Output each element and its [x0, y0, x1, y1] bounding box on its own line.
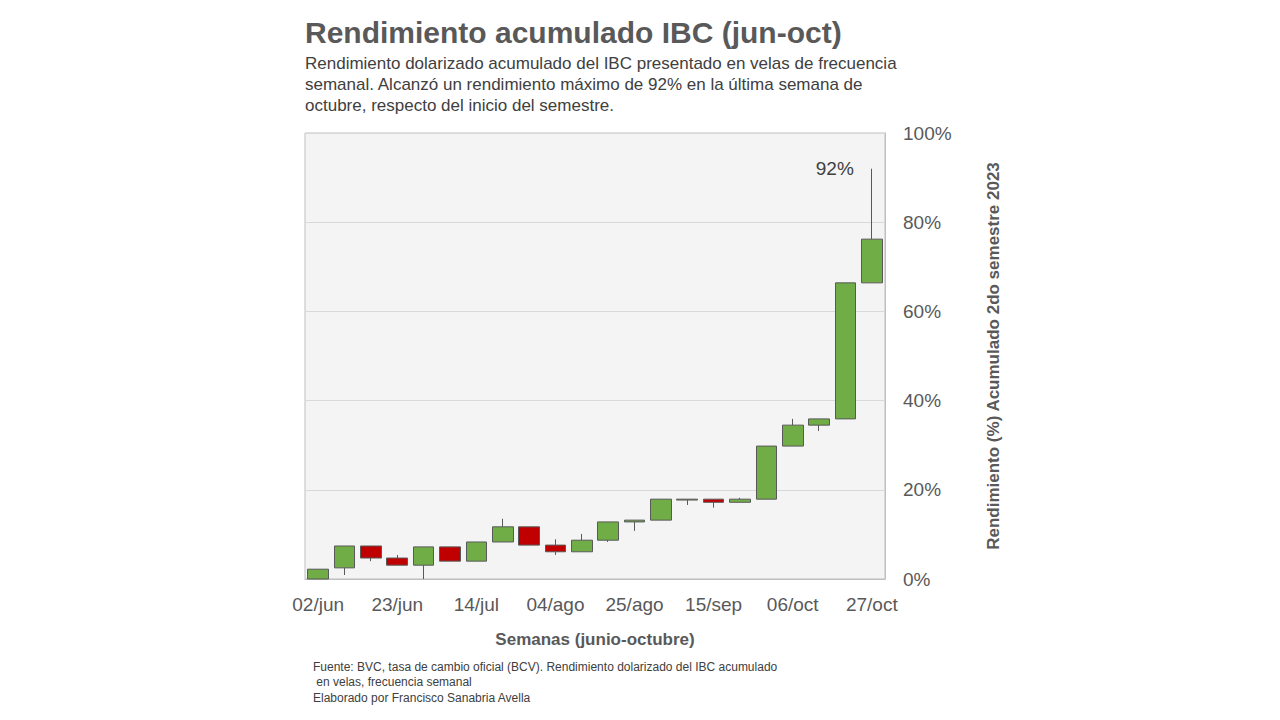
- svg-text:octubre, respecto del inicio d: octubre, respecto del inicio del semestr…: [305, 96, 614, 115]
- svg-text:20%: 20%: [903, 479, 941, 500]
- svg-text:Rendimiento acumulado IBC (jun: Rendimiento acumulado IBC (jun-oct): [305, 16, 842, 49]
- svg-text:92%: 92%: [816, 158, 854, 179]
- svg-text:04/ago: 04/ago: [526, 594, 584, 615]
- svg-text:Rendimiento (%) Acumulado 2do: Rendimiento (%) Acumulado 2do semestre 2…: [984, 162, 1003, 550]
- svg-text:Fuente: BVC, tasa de cambio of: Fuente: BVC, tasa de cambio oficial (BCV…: [313, 660, 778, 674]
- svg-text:Elaborado por Francisco Sanabr: Elaborado por Francisco Sanabria Avella: [313, 691, 531, 705]
- svg-text:25/ago: 25/ago: [605, 594, 663, 615]
- svg-text:40%: 40%: [903, 390, 941, 411]
- svg-text:27/oct: 27/oct: [846, 594, 898, 615]
- svg-text:semanal. Alcanzó un rendimient: semanal. Alcanzó un rendimiento máximo d…: [305, 75, 867, 94]
- svg-text:06/oct: 06/oct: [767, 594, 819, 615]
- svg-text:100%: 100%: [903, 123, 952, 144]
- svg-text:23/jun: 23/jun: [371, 594, 423, 615]
- svg-text:02/jun: 02/jun: [292, 594, 344, 615]
- svg-text:14/jul: 14/jul: [454, 594, 499, 615]
- svg-text:60%: 60%: [903, 301, 941, 322]
- svg-text:0%: 0%: [903, 569, 931, 590]
- svg-text:Semanas (junio-octubre): Semanas (junio-octubre): [495, 630, 694, 649]
- svg-text:80%: 80%: [903, 212, 941, 233]
- svg-text:15/sep: 15/sep: [685, 594, 742, 615]
- svg-text:Rendimiento dolarizado acumula: Rendimiento dolarizado acumulado del IBC…: [305, 54, 901, 73]
- svg-text:en velas, frecuencia semanal: en velas, frecuencia semanal: [313, 675, 472, 689]
